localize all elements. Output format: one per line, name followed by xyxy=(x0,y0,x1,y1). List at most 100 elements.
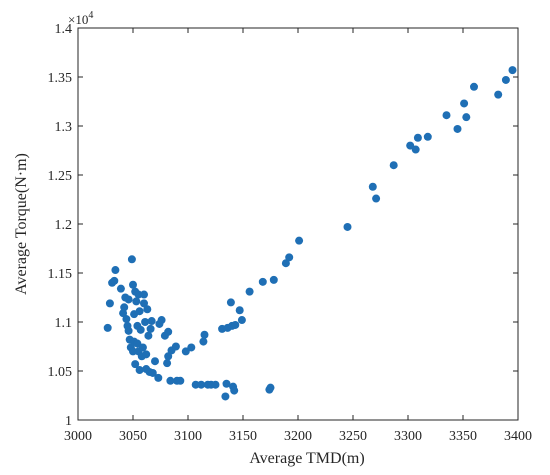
y-exponent-base: ×10 xyxy=(68,12,88,27)
data-point xyxy=(129,280,137,289)
y-axis-exponent-label: ×104 xyxy=(68,10,93,27)
data-point xyxy=(411,145,420,154)
data-point xyxy=(111,266,120,275)
data-point xyxy=(187,343,196,352)
x-tick-label: 3350 xyxy=(449,429,477,444)
data-point xyxy=(199,337,208,346)
y-axis-ticks: 1 1.05 1.1 1.15 1.2 1.25 1.3 1.35 1.4 xyxy=(48,22,518,429)
data-point xyxy=(453,124,462,133)
data-point xyxy=(151,357,159,366)
data-point xyxy=(372,194,381,203)
data-point xyxy=(266,383,275,392)
data-point xyxy=(235,306,244,315)
data-point xyxy=(164,352,173,361)
x-tick-label: 3200 xyxy=(284,429,312,444)
data-point xyxy=(211,380,220,389)
y-tick-label: 1.35 xyxy=(48,71,73,86)
data-point xyxy=(148,368,157,377)
data-point xyxy=(413,133,422,142)
data-point xyxy=(140,290,148,299)
x-axis-ticks: 3000 3050 3100 3150 3200 3250 3300 3350 3400 xyxy=(64,28,532,444)
data-point xyxy=(166,376,175,385)
x-tick-label: 3250 xyxy=(339,429,367,444)
data-point xyxy=(230,386,239,395)
data-point xyxy=(442,111,451,120)
x-axis-label: Average TMD(m) xyxy=(249,450,364,467)
y-tick-label: 1.25 xyxy=(48,169,73,184)
data-point xyxy=(462,113,471,122)
data-point xyxy=(460,99,469,108)
data-point xyxy=(116,284,125,293)
x-tick-label: 3400 xyxy=(504,429,532,444)
data-point xyxy=(164,327,173,336)
data-point xyxy=(221,392,230,401)
data-points xyxy=(103,66,517,401)
data-point xyxy=(131,360,140,369)
data-point xyxy=(191,380,200,389)
data-point xyxy=(127,255,136,264)
data-point xyxy=(135,366,144,375)
data-point xyxy=(222,379,231,388)
x-tick-label: 3150 xyxy=(229,429,257,444)
x-tick-label: 3100 xyxy=(174,429,202,444)
data-point xyxy=(142,350,151,359)
data-point xyxy=(501,75,510,84)
data-point xyxy=(508,66,517,75)
data-point xyxy=(295,236,304,245)
data-point xyxy=(171,342,180,351)
data-point xyxy=(135,307,144,316)
data-point xyxy=(343,222,352,231)
plot-area-border xyxy=(77,27,519,421)
data-point xyxy=(140,299,148,308)
y-tick-label: 1.15 xyxy=(48,267,73,282)
data-point xyxy=(157,316,166,325)
x-tick-label: 3300 xyxy=(394,429,422,444)
data-point xyxy=(197,380,206,389)
data-point xyxy=(368,182,377,191)
y-exponent-power: 4 xyxy=(88,10,93,21)
data-point xyxy=(144,331,153,340)
data-point xyxy=(124,326,133,335)
y-tick-label: 1.05 xyxy=(48,365,73,380)
data-point xyxy=(105,299,114,308)
data-point xyxy=(132,297,141,306)
y-tick-label: 1.4 xyxy=(55,22,73,37)
data-point xyxy=(494,90,503,99)
x-tick-label: 3000 xyxy=(64,429,92,444)
plot-frame xyxy=(77,27,519,421)
data-point xyxy=(231,320,240,329)
data-point xyxy=(134,290,143,299)
data-point xyxy=(470,82,478,91)
data-point xyxy=(389,161,398,170)
data-point xyxy=(138,343,147,352)
y-tick-label: 1 xyxy=(65,414,72,429)
data-point xyxy=(258,277,267,286)
data-point xyxy=(103,323,112,332)
data-point xyxy=(120,303,129,312)
data-point xyxy=(245,287,254,296)
data-point xyxy=(141,318,150,326)
data-point xyxy=(423,132,432,141)
data-point xyxy=(269,275,278,284)
data-point xyxy=(200,330,209,339)
x-tick-label: 3050 xyxy=(119,429,147,444)
y-tick-label: 1.3 xyxy=(55,120,73,135)
data-point xyxy=(129,347,137,356)
data-point xyxy=(136,325,145,334)
data-point xyxy=(281,259,290,268)
data-point xyxy=(163,359,172,368)
data-point xyxy=(154,373,163,382)
data-point xyxy=(176,376,185,385)
data-point xyxy=(237,316,246,325)
data-point xyxy=(122,315,131,324)
data-point xyxy=(226,298,235,307)
y-axis-label: Average Torque(N·m) xyxy=(13,153,30,295)
data-point xyxy=(124,295,133,304)
data-point xyxy=(285,253,294,262)
data-point xyxy=(147,317,156,326)
y-tick-label: 1.1 xyxy=(55,316,73,331)
data-point xyxy=(143,305,152,314)
y-tick-label: 1.2 xyxy=(55,218,73,233)
data-point xyxy=(146,324,155,333)
